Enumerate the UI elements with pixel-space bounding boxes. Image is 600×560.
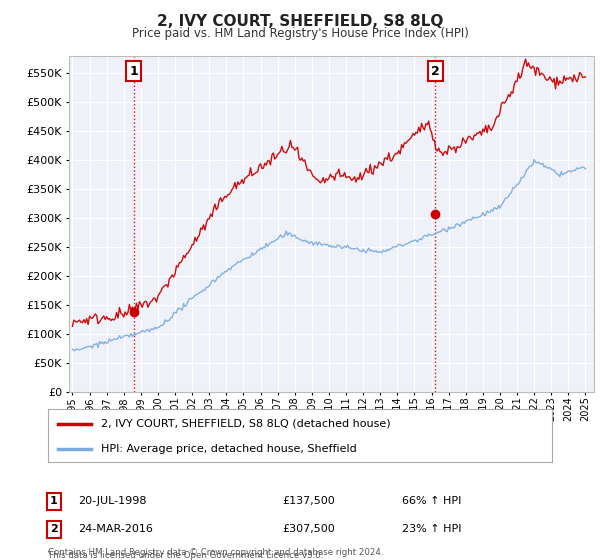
Text: 2: 2 xyxy=(431,64,440,78)
Text: This data is licensed under the Open Government Licence v3.0.: This data is licensed under the Open Gov… xyxy=(48,551,323,560)
Text: 23% ↑ HPI: 23% ↑ HPI xyxy=(402,524,461,534)
Text: 1: 1 xyxy=(129,64,138,78)
Text: 2, IVY COURT, SHEFFIELD, S8 8LQ (detached house): 2, IVY COURT, SHEFFIELD, S8 8LQ (detache… xyxy=(101,419,391,429)
Text: 20-JUL-1998: 20-JUL-1998 xyxy=(78,496,146,506)
Text: £307,500: £307,500 xyxy=(282,524,335,534)
Text: 66% ↑ HPI: 66% ↑ HPI xyxy=(402,496,461,506)
Text: 24-MAR-2016: 24-MAR-2016 xyxy=(78,524,153,534)
Text: £137,500: £137,500 xyxy=(282,496,335,506)
Text: HPI: Average price, detached house, Sheffield: HPI: Average price, detached house, Shef… xyxy=(101,444,356,454)
Text: 2, IVY COURT, SHEFFIELD, S8 8LQ: 2, IVY COURT, SHEFFIELD, S8 8LQ xyxy=(157,14,443,29)
Text: 2: 2 xyxy=(50,524,58,534)
Text: Price paid vs. HM Land Registry's House Price Index (HPI): Price paid vs. HM Land Registry's House … xyxy=(131,27,469,40)
Text: Contains HM Land Registry data © Crown copyright and database right 2024.: Contains HM Land Registry data © Crown c… xyxy=(48,548,383,557)
Text: 1: 1 xyxy=(50,496,58,506)
